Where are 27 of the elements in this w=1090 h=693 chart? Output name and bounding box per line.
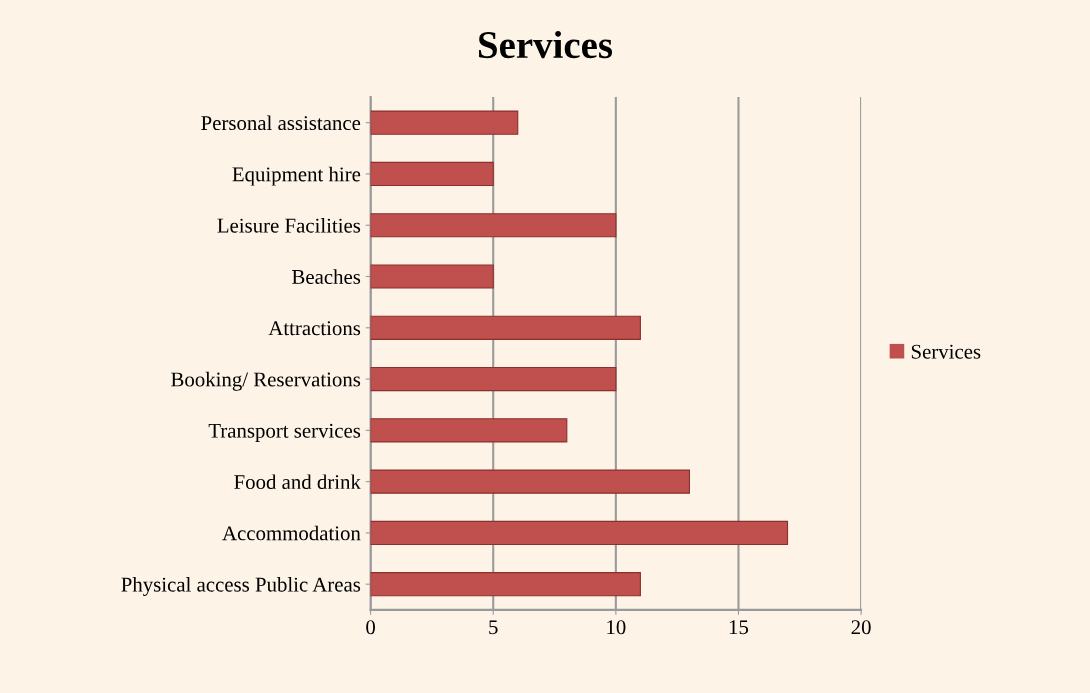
x-tick-label: 0 (366, 620, 376, 635)
bar (370, 315, 641, 340)
x-tick-label: 5 (489, 620, 498, 635)
y-tick-label: Booking/ Reservations (171, 371, 361, 391)
x-tick-label: 10 (607, 620, 626, 635)
bar (370, 572, 641, 597)
bar (370, 213, 617, 238)
legend-label: Services (911, 344, 981, 359)
y-tick-label: Accommodation (222, 525, 361, 541)
y-tick-label: Physical access Public Areas (121, 576, 361, 596)
y-tick-label: Equipment hire (232, 166, 361, 186)
bar (370, 110, 519, 135)
y-tick-label: Beaches (292, 269, 361, 284)
bar (370, 418, 568, 443)
bar (370, 161, 494, 187)
y-tick-label: Food and drink (234, 474, 361, 490)
chart-title: Services (479, 30, 613, 59)
bar (370, 469, 690, 494)
y-tick-label: Personal assistance (201, 115, 361, 131)
bar (370, 264, 494, 289)
y-tick-label: Attractions (268, 321, 361, 336)
y-tick-label: Leisure Facilities (217, 218, 361, 233)
x-tick-label: 15 (729, 620, 749, 635)
y-tick-label: Transport services (208, 423, 361, 443)
x-tick-label: 20 (851, 620, 871, 635)
bar (370, 366, 617, 392)
bar (370, 520, 789, 546)
